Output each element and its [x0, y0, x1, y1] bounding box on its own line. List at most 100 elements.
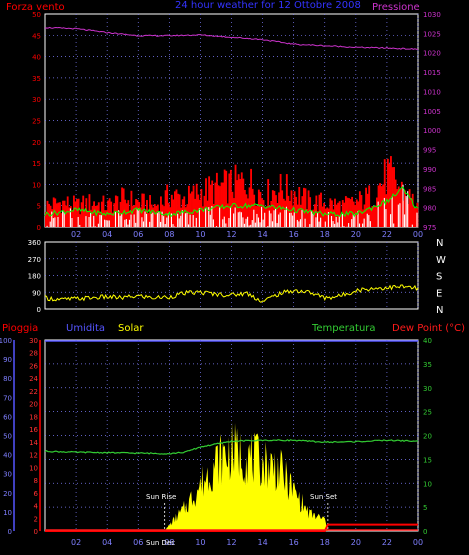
wind-gust-bar [404, 190, 406, 227]
wind-min-bar [407, 191, 409, 227]
wind-gust-bar [330, 200, 333, 227]
wind-min-bar [362, 223, 364, 227]
wind-min-bar [46, 225, 48, 227]
wind-min-bar [332, 221, 334, 227]
wind-min-bar [215, 226, 218, 227]
direction-tick-label: 0 [37, 306, 41, 314]
wind-gust-bar [127, 200, 130, 227]
wind-gust-bar [324, 208, 327, 227]
wind-direction-line [44, 284, 419, 303]
wind-min-bar [79, 224, 81, 227]
rain-tick-label: 10 [29, 464, 38, 472]
wind-gust-bar [254, 205, 257, 227]
wind-gust-bar [400, 181, 403, 227]
wind-gust-bar [160, 196, 162, 227]
rain-label: Pioggia [2, 323, 38, 334]
wind-gust-bar [164, 190, 167, 227]
wind-min-bar [135, 222, 137, 227]
wind-gust-bar [271, 190, 274, 227]
wind-min-bar [259, 222, 261, 227]
wind-gust-bar [337, 202, 340, 227]
wind-gust-bar [410, 197, 413, 227]
humidity-tick-label: 60 [3, 413, 12, 421]
wind-gust-bar [155, 205, 158, 227]
wind-min-bar [271, 221, 274, 227]
x-tick-label: 02 [71, 230, 81, 239]
rain-tick-label: 14 [29, 439, 38, 447]
rain-line [45, 523, 418, 532]
pressure-tick-label: 1005 [423, 108, 441, 116]
x-tick-label: 04 [102, 538, 112, 547]
wind-min-bar [405, 195, 407, 227]
temp-tick-label: 0 [423, 528, 427, 536]
wind-min-bar [54, 217, 56, 227]
wind-gust-bar [229, 169, 232, 227]
wind-gust-bar [376, 197, 378, 227]
wind-min-bar [88, 216, 90, 227]
rain-tick-label: 28 [29, 350, 38, 358]
wind-gust-bar [344, 196, 347, 227]
wind-gust-bar [380, 186, 383, 227]
wind-gust-bar [306, 209, 308, 227]
wind-gust-bar [55, 203, 58, 227]
wind-gust-bar [332, 209, 335, 227]
wind-min-bar [248, 225, 250, 227]
wind-gust-bar [102, 195, 105, 227]
wind-tick-label: 30 [32, 96, 41, 104]
wind-tick-label: 0 [37, 224, 41, 232]
wind-gust-bar [276, 202, 279, 227]
pressure-tick-label: 980 [423, 205, 436, 213]
wind-gust-bar [365, 187, 368, 227]
wind-min-bar [289, 212, 291, 227]
wind-min-bar [152, 212, 154, 227]
rain-temp-plot: 0102030405060708090100024681012141618202… [0, 337, 432, 547]
wind-gust-bar [360, 194, 363, 227]
wind-min-bar [404, 214, 406, 227]
wind-gust-bar [355, 199, 358, 227]
wind-min-bar [298, 221, 300, 227]
wind-gust-bar [94, 205, 97, 227]
wind-gust-bar [239, 178, 242, 227]
humidity-tick-label: 10 [3, 509, 12, 517]
wind-min-bar [316, 213, 319, 227]
wind-min-bar [304, 218, 306, 227]
wind-gust-bar [243, 189, 246, 227]
wind-gust-bar [245, 194, 248, 227]
sun-dec-label: Sun Dec [146, 539, 175, 547]
wind-min-bar [383, 197, 385, 227]
wind-gust-bar [72, 195, 75, 227]
pressure-tick-label: 1025 [423, 30, 441, 38]
wind-min-bar [177, 213, 179, 227]
wind-gust-bar [189, 193, 192, 227]
x-tick-label: 18 [320, 538, 330, 547]
temp-tick-label: 30 [423, 385, 432, 393]
wind-min-bar [237, 212, 239, 227]
pressure-tick-label: 1010 [423, 88, 441, 96]
wind-gust-bar [313, 204, 316, 227]
wind-min-bar [146, 213, 148, 227]
x-tick-label: 16 [289, 538, 299, 547]
x-tick-label: 14 [257, 230, 267, 239]
wind-min-bar [69, 208, 71, 227]
wind-min-bar [124, 219, 126, 227]
wind-gust-bar [388, 163, 391, 227]
wind-gust-bar [394, 179, 397, 227]
wind-gust-bar [119, 201, 122, 227]
wind-pressure-plot: 0510152025303540455097598098599099510001… [32, 11, 441, 239]
wind-gust-bar [307, 190, 310, 227]
rain-tick-label: 6 [34, 490, 39, 498]
wind-min-bar [209, 214, 211, 227]
wind-gust-bar [236, 180, 239, 227]
wind-min-bar [351, 219, 353, 227]
wind-gust-bar [287, 195, 290, 227]
wind-min-bar [385, 209, 387, 227]
wind-gust-bar [382, 184, 385, 227]
wind-gust-bar [166, 184, 169, 227]
wind-min-bar [142, 221, 145, 227]
wind-min-bar [85, 216, 87, 227]
humidity-tick-label: 80 [3, 375, 12, 383]
wind-min-bar [402, 184, 404, 227]
wind-gust-bar [215, 172, 218, 227]
wind-gust-bar [122, 188, 125, 227]
